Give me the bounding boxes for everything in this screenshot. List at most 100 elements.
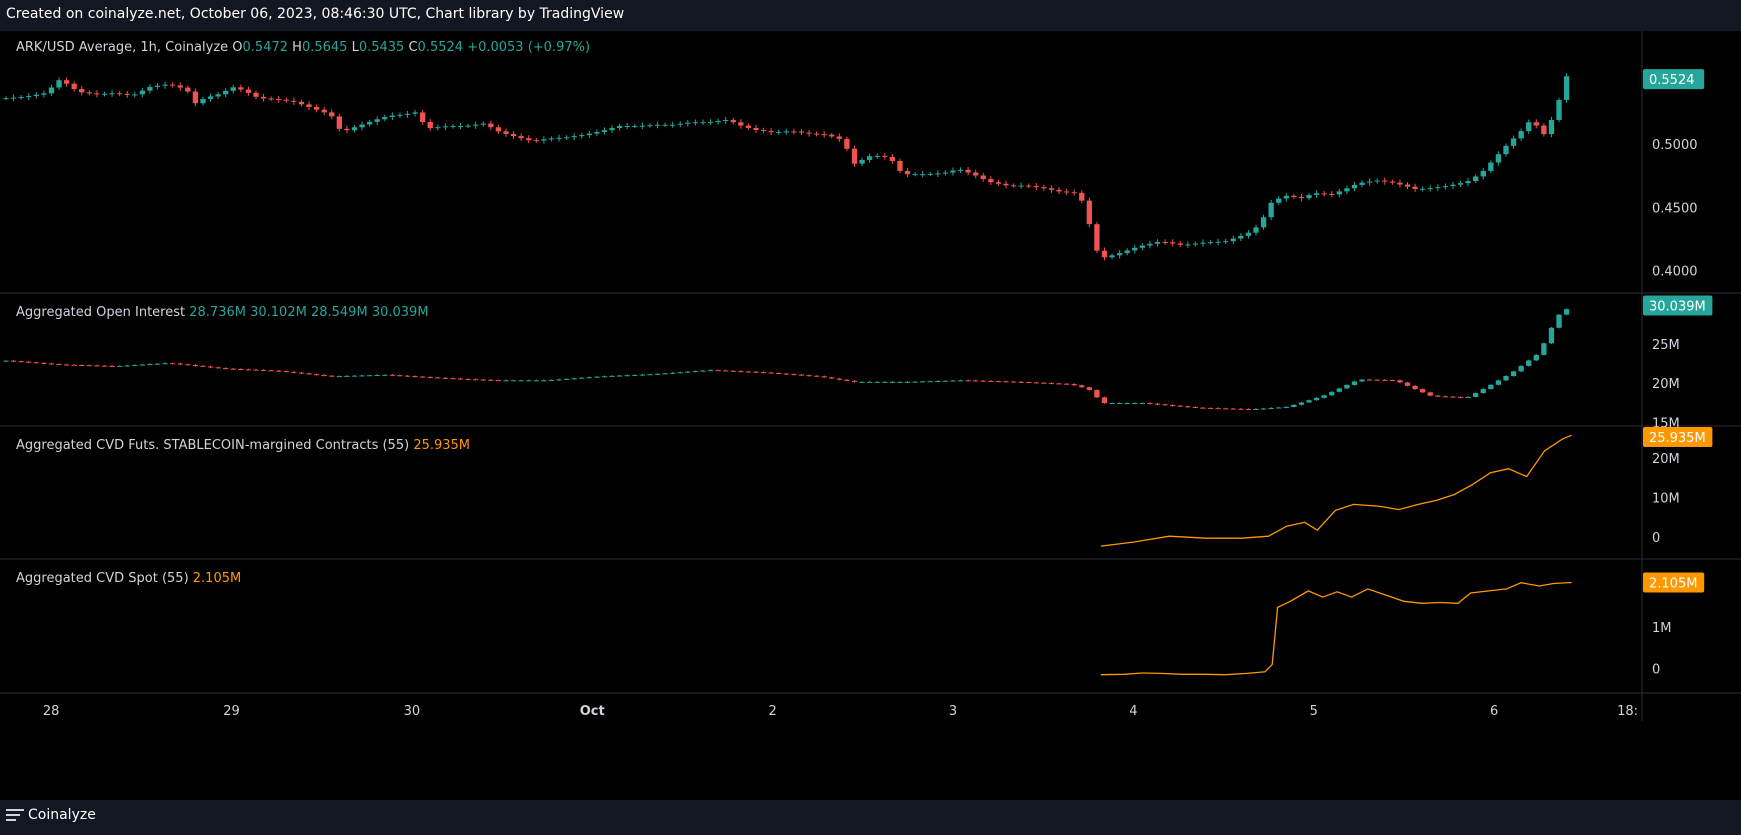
candle-body — [957, 169, 964, 171]
candle-body — [1223, 408, 1229, 410]
candle-body — [889, 156, 896, 161]
candle-body — [321, 109, 327, 113]
candle-body — [1351, 184, 1358, 189]
candle-body — [1079, 385, 1085, 388]
candle-body — [1162, 404, 1168, 406]
price-open: 0.5472 — [243, 40, 289, 55]
candle-body — [745, 371, 752, 373]
candle-body — [1063, 191, 1070, 193]
candle-body — [480, 123, 486, 125]
candle-body — [283, 371, 289, 373]
candle-body — [1268, 202, 1274, 218]
candle-body — [768, 131, 774, 133]
candle-body — [1101, 397, 1108, 404]
candle-body — [609, 375, 615, 377]
candle-body — [1245, 409, 1252, 411]
candle-body — [1488, 162, 1494, 171]
candle-body — [427, 376, 433, 378]
candle-body — [1253, 227, 1259, 233]
candle-body — [177, 363, 183, 365]
candle-body — [1435, 187, 1441, 189]
candle-body — [1018, 185, 1024, 187]
candle-body — [33, 362, 39, 364]
candle-body — [238, 87, 244, 90]
candle-body — [207, 96, 214, 99]
candle-body — [829, 377, 835, 379]
header-attribution: Created on coinalyze.net, October 06, 20… — [0, 0, 1741, 28]
candle-body — [1147, 243, 1153, 246]
candle-body — [1321, 193, 1327, 195]
candle-body — [94, 365, 100, 367]
candle-body — [147, 364, 153, 366]
candle-body — [1563, 76, 1570, 100]
candle-body — [813, 133, 820, 135]
candle-body — [1420, 188, 1426, 190]
candle-body — [397, 114, 403, 116]
x-tick-label: 29 — [223, 704, 240, 719]
last-value-badge — [1643, 69, 1705, 90]
candle-body — [791, 131, 797, 133]
candle-body — [170, 84, 176, 86]
y-tick-label: 10M — [1652, 491, 1680, 506]
candle-body — [1041, 187, 1047, 189]
candle-body — [1473, 393, 1479, 397]
candle-body — [1230, 408, 1236, 410]
y-tick-label: 25M — [1652, 338, 1680, 353]
candle-body — [1071, 384, 1077, 386]
candle-body — [844, 138, 850, 149]
candle-body — [351, 127, 358, 131]
candle-body — [851, 148, 858, 164]
candle-body — [351, 375, 358, 377]
candle-body — [1541, 343, 1547, 355]
candle-body — [912, 174, 918, 176]
chart-area[interactable]: 0.5000 0.4500 0.4000 0.5524 25M 20M 15M 30.039… — [0, 31, 1741, 800]
candle-body — [1291, 195, 1297, 197]
time-axis: 28 29 30 Oct 2 3 4 5 6 18: — [43, 704, 1638, 719]
candle-body — [268, 98, 274, 100]
y-tick-label: 0.5000 — [1652, 138, 1698, 153]
candle-body — [283, 99, 289, 101]
candle-body — [1465, 181, 1471, 184]
cvd-spot-title: Aggregated CVD Spot (55) — [16, 571, 189, 586]
candle-body — [518, 380, 524, 382]
candle-body — [1306, 400, 1312, 403]
candle-body — [132, 364, 138, 366]
candle-body — [624, 375, 630, 377]
candle-body — [685, 371, 691, 373]
candle-body — [563, 378, 570, 380]
candle-body — [882, 155, 888, 157]
candle-body — [1306, 195, 1312, 199]
candle-body — [639, 125, 646, 127]
candle-body — [1026, 382, 1032, 384]
candle-body — [533, 140, 539, 142]
candle-body — [624, 126, 630, 128]
candle-body — [1397, 182, 1403, 185]
x-tick-label: 4 — [1129, 704, 1137, 719]
candle-body — [1480, 170, 1486, 177]
y-tick-label: 0.4000 — [1652, 265, 1698, 280]
x-tick-label: 28 — [43, 704, 60, 719]
candle-body — [965, 169, 971, 173]
candle-body — [1329, 193, 1335, 195]
candle-body — [526, 138, 532, 141]
candle-body — [1276, 198, 1282, 203]
price-close: 0.5524 — [418, 40, 464, 55]
x-tick-label: 5 — [1310, 704, 1318, 719]
candle-body — [268, 370, 274, 372]
candle-body — [579, 377, 585, 379]
x-tick-label: 30 — [404, 704, 421, 719]
candle-body — [1556, 99, 1562, 120]
candle-body — [1124, 250, 1130, 254]
candle-body — [1412, 186, 1418, 189]
candle-body — [230, 87, 236, 91]
candle-body — [526, 380, 532, 382]
candle-body — [503, 131, 509, 134]
candle-body — [329, 112, 335, 117]
candle-body — [457, 126, 464, 128]
candle-body — [859, 159, 865, 164]
candle-body — [647, 374, 653, 376]
candle-body — [707, 122, 714, 124]
candle-body — [1374, 379, 1380, 381]
menu-icon[interactable] — [6, 809, 24, 823]
